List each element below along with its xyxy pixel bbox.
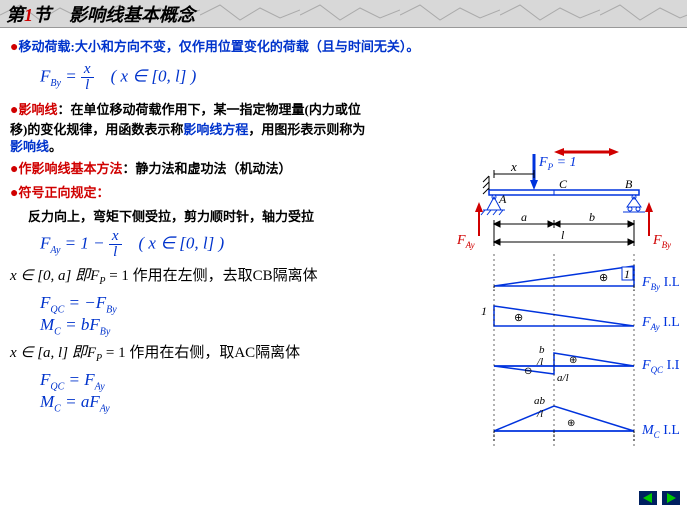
case-right: x ∈ [a, l] 即FP = 1 作用在右侧，取AC隔离体 xyxy=(10,343,440,366)
para-sign-detail: 反力向上，弯矩下侧受拉，剪力顺时针，轴力受拉 xyxy=(28,208,440,226)
para-sign: ●符号正向规定： xyxy=(10,184,440,204)
diagram-panel: FP = 1 x A C B xyxy=(439,146,679,506)
svg-text:⊕: ⊕ xyxy=(567,418,575,429)
header-title: 第1节 影响线基本概念 xyxy=(6,1,195,27)
svg-text:/l: /l xyxy=(536,356,543,368)
svg-text:FBy I.L.: FBy I.L. xyxy=(641,275,679,292)
next-button[interactable] xyxy=(662,491,680,505)
svg-text:⊖: ⊖ xyxy=(524,366,532,377)
beam-diagram: FP = 1 x A C B xyxy=(456,148,671,250)
svg-text:x: x xyxy=(510,159,517,174)
case-left: x ∈ [0, a] 即FP = 1 作用在左侧，去取CB隔离体 xyxy=(10,266,440,289)
slide-body: ●移动荷载:大小和方向不变，仅作用位置变化的荷载（且与时间无关）。 FBy = … xyxy=(0,28,687,421)
formula-mc2: MC = aFAy xyxy=(40,392,440,414)
nav-controls xyxy=(638,491,681,509)
prev-button[interactable] xyxy=(639,491,657,505)
svg-text:ab: ab xyxy=(534,395,546,407)
slide-header: 第1节 影响线基本概念 xyxy=(0,0,687,28)
para-moving-load: ●移动荷载:大小和方向不变，仅作用位置变化的荷载（且与时间无关）。 xyxy=(10,38,440,58)
svg-text:b: b xyxy=(589,210,595,224)
svg-text:⊕: ⊕ xyxy=(599,272,608,284)
il-fqc: b /l a/l ⊕ ⊖ FQC I.L. xyxy=(494,344,679,384)
svg-text:/l: /l xyxy=(536,408,543,420)
svg-text:⊕: ⊕ xyxy=(514,312,523,324)
svg-text:C: C xyxy=(559,177,568,191)
svg-text:l: l xyxy=(561,228,565,242)
svg-text:A: A xyxy=(498,192,507,206)
formula-fay: FAy = 1 − xl ( x ∈ [0, l] ) xyxy=(40,229,440,260)
svg-text:FAy I.L.: FAy I.L. xyxy=(641,315,679,332)
svg-text:FBy: FBy xyxy=(652,233,671,250)
svg-text:B: B xyxy=(625,177,633,191)
svg-text:FAy: FAy xyxy=(456,233,475,250)
formula-fby: FBy = xl ( x ∈ [0, l] ) xyxy=(40,62,440,93)
svg-text:a/l: a/l xyxy=(557,372,569,384)
svg-text:FQC I.L.: FQC I.L. xyxy=(641,358,679,375)
svg-text:1: 1 xyxy=(624,267,630,281)
il-fby: ⊕ 1 FBy I.L. xyxy=(494,266,679,292)
il-fay: ⊕ 1 FAy I.L. xyxy=(481,304,679,332)
svg-text:a: a xyxy=(521,210,527,224)
para-method: ●作影响线基本方法：静力法和虚功法（机动法） xyxy=(10,160,440,180)
svg-text:⊕: ⊕ xyxy=(569,355,577,366)
svg-text:b: b xyxy=(539,344,545,356)
formula-mc1: MC = bFBy xyxy=(40,315,440,337)
formula-fqc1: FQC = −FBy xyxy=(40,293,440,315)
svg-text:1: 1 xyxy=(481,304,487,318)
formula-fqc2: FQC = FAy xyxy=(40,370,440,392)
svg-text:FP = 1: FP = 1 xyxy=(538,155,577,172)
il-mc: ab /l ⊕ MC I.L. xyxy=(494,395,679,441)
para-influence-line: ●影响线：在单位移动荷载作用下，某一指定物理量(内力或位移)的变化规律，用函数表… xyxy=(10,101,370,156)
svg-text:MC I.L.: MC I.L. xyxy=(641,423,679,440)
